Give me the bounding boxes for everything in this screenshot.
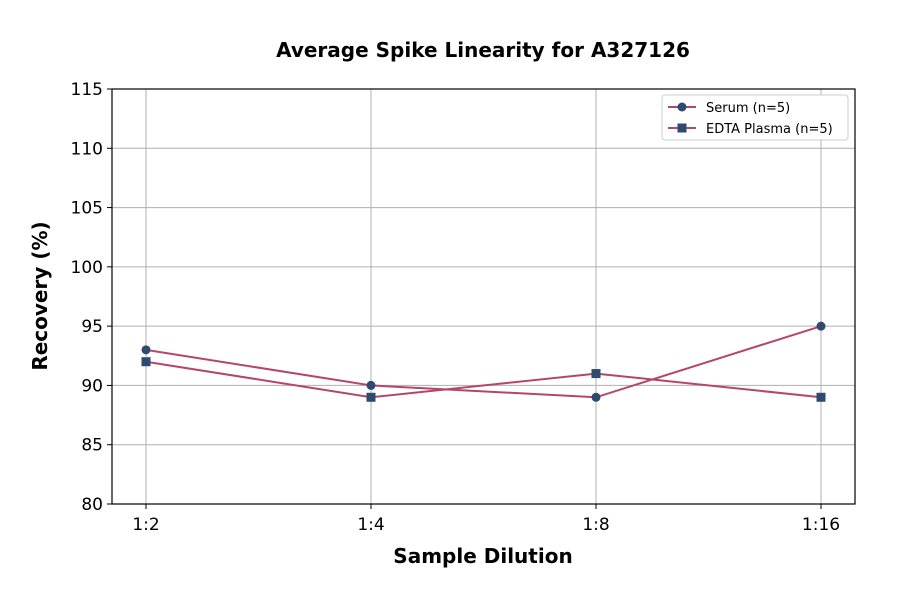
legend: Serum (n=5) EDTA Plasma (n=5): [661, 94, 849, 141]
legend-label-serum: Serum (n=5): [706, 101, 790, 116]
x-tick-label: 1:8: [582, 515, 609, 535]
y-tick-label: 90: [81, 376, 103, 396]
y-tick-label: 95: [81, 317, 103, 337]
legend-circle-marker: [677, 102, 687, 112]
y-tick-label: 100: [71, 258, 103, 278]
series-line-0: [145, 325, 822, 399]
edta-plasma-point: [366, 392, 376, 402]
plot-frame: [111, 88, 856, 505]
x-tick-label: 1:16: [802, 515, 840, 535]
y-tick-label: 105: [71, 199, 103, 219]
x-tick-label: 1:2: [132, 515, 159, 535]
serum-point: [591, 392, 601, 402]
serum-point: [816, 321, 826, 331]
edta-plasma-point: [816, 392, 826, 402]
serum-point: [141, 345, 151, 355]
legend-square-marker: [677, 123, 687, 133]
chart-title: Average Spike Linearity for A327126: [276, 38, 690, 62]
y-tick-label: 115: [71, 80, 103, 100]
x-axis-label: Sample Dilution: [393, 544, 572, 568]
y-tick-label: 110: [71, 139, 103, 159]
legend-box: [661, 94, 849, 141]
legend-label-edta-plasma: EDTA Plasma (n=5): [706, 122, 833, 137]
y-tick-label: 85: [81, 436, 103, 456]
y-tick-label: 80: [81, 495, 103, 515]
y-axis-label: Recovery (%): [28, 221, 52, 370]
edta-plasma-point: [591, 369, 601, 379]
serum-point: [366, 380, 376, 390]
series-line-1: [145, 360, 822, 399]
edta-plasma-point: [141, 357, 151, 367]
x-tick-label: 1:4: [357, 515, 384, 535]
